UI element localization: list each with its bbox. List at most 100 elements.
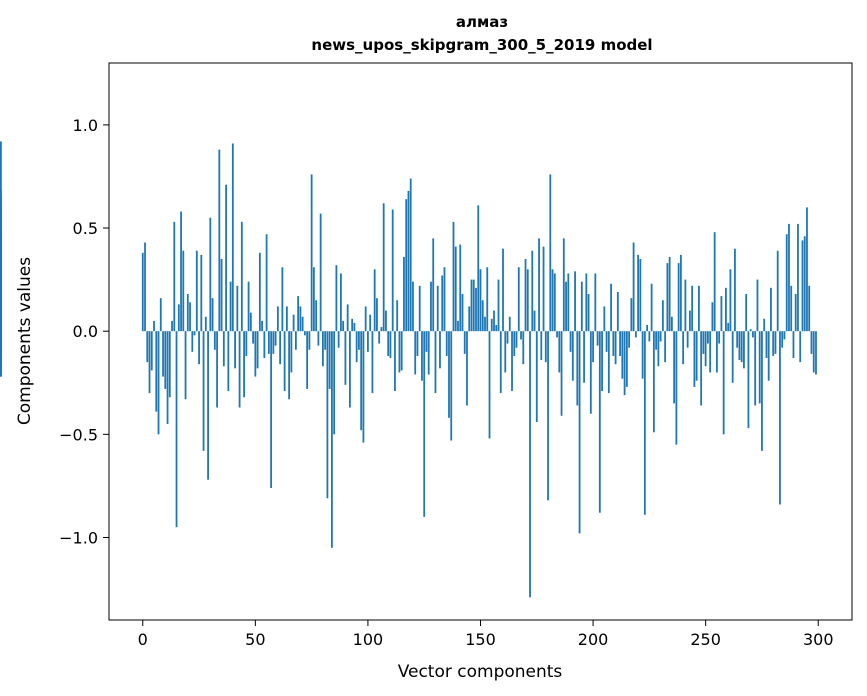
bar-299 <box>815 331 817 375</box>
bar-148 <box>475 287 477 332</box>
bar-133 <box>441 275 444 332</box>
bar-211 <box>616 291 619 332</box>
bar-166 <box>515 331 518 348</box>
x-tick-label: 200 <box>578 630 609 649</box>
bar-188 <box>565 281 567 332</box>
bar-66 <box>290 331 293 373</box>
y-ticks: −1.0 −0.5 0.0 0.5 1.0 <box>59 116 109 547</box>
bar-105 <box>378 331 381 344</box>
bar-55 <box>265 234 268 332</box>
bar-238 <box>677 263 680 332</box>
bar-169 <box>522 331 525 365</box>
bar-139 <box>454 246 457 332</box>
bar-141 <box>459 244 462 332</box>
bar-190 <box>569 331 572 352</box>
bar-77 <box>315 300 318 332</box>
bar-216 <box>628 331 630 348</box>
bar-156 <box>493 310 495 332</box>
chart-title: алмаз <box>456 13 508 31</box>
bar-146 <box>470 279 473 332</box>
bar-182 <box>551 269 554 332</box>
bar-298 <box>812 331 815 373</box>
bar-52 <box>258 252 261 332</box>
bar-209 <box>612 331 615 356</box>
bar-162 <box>506 331 509 344</box>
bar-155 <box>490 318 493 332</box>
bar-80 <box>321 331 324 367</box>
x-tick-label: 100 <box>353 630 384 649</box>
bar-109 <box>387 331 390 356</box>
bar-24 <box>195 250 198 332</box>
bar-289 <box>792 331 795 359</box>
bar-51 <box>256 331 259 369</box>
bar-95 <box>355 331 358 363</box>
x-ticks: 0 50 100 150 200 250 300 <box>138 620 834 649</box>
bar-242 <box>686 331 689 348</box>
bar-286 <box>785 234 788 332</box>
bar-43 <box>238 331 241 408</box>
bar-200 <box>592 331 594 363</box>
bar-26 <box>200 254 203 332</box>
bar-28 <box>204 316 207 332</box>
bar-45 <box>243 331 245 398</box>
bar-1 <box>144 242 146 332</box>
bar-225 <box>648 331 651 342</box>
bar-187 <box>562 238 565 332</box>
bar-165 <box>513 331 516 356</box>
bar-38 <box>227 331 230 392</box>
bar-6 <box>155 331 158 412</box>
bar-73 <box>306 331 309 389</box>
bar-284 <box>781 331 784 348</box>
bar-263 <box>734 248 736 332</box>
bar-147 <box>472 279 475 332</box>
bar-213 <box>621 331 624 379</box>
bar-255 <box>716 331 718 373</box>
bar-218 <box>632 242 635 332</box>
bar-85 <box>333 331 336 435</box>
bar-274 <box>758 331 761 404</box>
bar-231 <box>661 300 664 332</box>
bar-192 <box>574 271 576 332</box>
y-axis-label: Components values <box>15 257 35 425</box>
bar-232 <box>664 331 667 363</box>
bar-159 <box>499 331 502 394</box>
bar-111 <box>391 209 394 332</box>
bar-227 <box>652 331 655 433</box>
bar-262 <box>731 331 734 383</box>
bar-131 <box>436 285 439 332</box>
bar-50 <box>254 331 257 377</box>
bar-150 <box>479 269 482 332</box>
x-tick-label: 250 <box>690 630 721 649</box>
bar-236 <box>673 331 676 404</box>
bar-5 <box>153 320 155 332</box>
bar-138 <box>452 221 455 332</box>
bar-260 <box>727 322 730 332</box>
bar-9 <box>162 331 164 377</box>
bar-290 <box>794 294 797 332</box>
bar-undefined <box>0 331 2 356</box>
bar-112 <box>394 331 396 392</box>
bar-89 <box>342 320 345 332</box>
bar-214 <box>623 331 626 396</box>
bar-271 <box>752 331 754 338</box>
bar-268 <box>745 294 748 332</box>
bar-249 <box>702 331 705 354</box>
bar-212 <box>619 331 621 356</box>
bar-272 <box>754 331 757 406</box>
bar-27 <box>202 331 205 451</box>
bar-125 <box>423 331 426 517</box>
bar-54 <box>263 331 266 359</box>
bar-256 <box>718 331 721 344</box>
bar-62 <box>281 267 284 332</box>
x-tick-label: 0 <box>138 630 148 649</box>
bar-84 <box>331 331 333 548</box>
bar-265 <box>738 331 741 361</box>
bar-191 <box>571 331 574 381</box>
bar-293 <box>801 240 804 332</box>
bar-154 <box>488 331 491 439</box>
bar-0 <box>141 252 144 332</box>
bar-123 <box>418 285 421 332</box>
y-tick-label: 1.0 <box>73 116 98 135</box>
bar-65 <box>288 331 291 400</box>
